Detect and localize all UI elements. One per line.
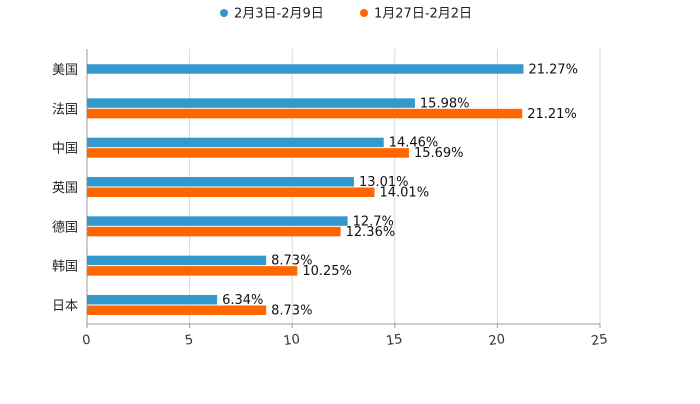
data-label: 8.73% — [271, 254, 312, 269]
tick-label: 20 — [488, 332, 506, 349]
data-label: 12.7% — [353, 214, 394, 229]
tick-label: 25 — [590, 332, 608, 349]
bars — [87, 64, 524, 315]
x-axis-ticks: 0 5 10 15 20 25 — [81, 324, 609, 349]
bar-英国-series-2[interactable] — [87, 187, 375, 197]
category-label: 美国 — [52, 63, 78, 78]
category-label: 韩国 — [52, 260, 78, 275]
data-label: 13.01% — [359, 175, 409, 190]
bar-英国-series-1[interactable] — [87, 176, 354, 187]
value-labels: 21.27% 15.98% 21.21% 14.46%15.69% 13.01%14.0… — [222, 62, 578, 318]
legend: 2月3日-2月9日 1月27日-2月2日 — [220, 7, 472, 22]
data-label: 10.25% — [302, 264, 352, 279]
tick-label: 15 — [385, 332, 403, 349]
bar-德国-series-1[interactable] — [87, 216, 348, 226]
category-label: 英国 — [52, 181, 78, 196]
category-label: 中国 — [52, 142, 78, 157]
bar-德国-series-2[interactable] — [87, 226, 341, 237]
tick-label: 0 — [81, 333, 91, 349]
legend-label-series-1[interactable]: 2月3日-2月9日 — [234, 7, 324, 22]
tick-label: 10 — [282, 332, 300, 349]
grid-lines — [86, 49, 601, 325]
data-label: 6.34% — [222, 293, 263, 308]
data-label: 21.21% — [527, 107, 577, 122]
category-label: 德国 — [52, 220, 78, 235]
legend-swatch-series-2[interactable] — [360, 9, 368, 17]
bar-韩国-series-2[interactable] — [87, 266, 298, 276]
data-label: 14.46% — [389, 136, 439, 151]
data-label: 21.27% — [528, 62, 578, 77]
bar-中国-series-1[interactable] — [87, 137, 384, 148]
bar-日本-series-2[interactable] — [87, 305, 267, 315]
bar-美国-series-1[interactable] — [87, 64, 524, 74]
data-label: 8.73% — [271, 303, 312, 318]
category-label: 日本 — [52, 299, 78, 314]
legend-label-series-2[interactable]: 1月27日-2月2日 — [374, 7, 472, 22]
category-label: 法国 — [52, 102, 78, 117]
tick-label: 5 — [184, 333, 194, 349]
bar-法国-series-1[interactable] — [87, 98, 415, 108]
bar-日本-series-1[interactable] — [87, 294, 218, 305]
data-label: 15.98% — [420, 96, 470, 111]
legend-swatch-series-1[interactable] — [220, 9, 228, 17]
data-label: 14.01% — [379, 185, 429, 200]
data-label: 15.69% — [414, 146, 464, 161]
bar-韩国-series-1[interactable] — [87, 255, 267, 266]
bar-法国-series-2[interactable] — [87, 108, 523, 119]
bar-中国-series-2[interactable] — [87, 148, 409, 158]
data-label: 12.36% — [346, 225, 396, 240]
